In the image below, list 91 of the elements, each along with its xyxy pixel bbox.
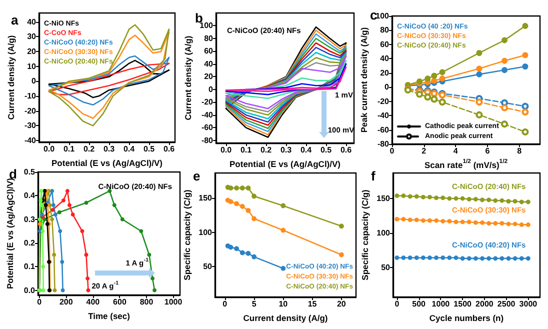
x-tick-label: 400	[86, 298, 100, 306]
x-tick-label: 8	[517, 146, 522, 156]
x-tick-label: 3000	[519, 300, 538, 308]
y-tick-label: 0.5	[24, 168, 36, 176]
y-tick-label: 60	[204, 46, 214, 56]
x-tick-label: 1000	[164, 298, 183, 306]
y-tick-label: 100	[198, 228, 213, 237]
chart-title: c	[370, 8, 378, 23]
x-tick-label: 2	[422, 146, 427, 156]
y-tick-label: 40	[27, 17, 37, 26]
y-tick-label: 80	[380, 26, 390, 35]
y-tick-label: -10	[24, 92, 37, 101]
y-tick-label: 100	[376, 12, 390, 20]
y-tick-label: 0.4	[24, 191, 36, 200]
x-tick-label: 1000	[432, 300, 450, 308]
y-tick-label: -40	[377, 111, 390, 120]
y-tick-label: -60	[201, 123, 214, 132]
y-tick-label: 50	[203, 262, 213, 271]
y-tick-label: -30	[24, 121, 37, 130]
y-tick-label: 30	[27, 32, 37, 42]
x-tick-label: 0.1	[63, 144, 76, 154]
x-tick-label: 0.3	[103, 144, 116, 154]
y-axis-title: Specific capacity (C/g)	[182, 189, 192, 280]
y-tick-label: 80	[204, 34, 214, 43]
y-tick-label: 0	[384, 82, 390, 92]
x-tick-label: 0.5	[320, 146, 332, 154]
y-tick-label: -20	[377, 96, 390, 106]
y-tick-label: -20	[24, 106, 37, 116]
y-tick-label: 20	[27, 47, 37, 56]
y-tick-label: -40	[201, 110, 214, 120]
y-tick-label: 40	[204, 59, 214, 68]
y-tick-label: 40	[380, 54, 390, 64]
x-tick-label: 20	[336, 300, 346, 308]
y-tick-label: -80	[201, 136, 214, 145]
x-tick-label: 0.4	[123, 144, 136, 154]
y-tick-label: -60	[377, 125, 390, 134]
y-tick-label: 0	[32, 76, 37, 86]
x-tick-label: 1500	[454, 300, 472, 308]
y-tick-label: 0.2	[24, 238, 36, 248]
x-tick-label: 15	[308, 300, 318, 308]
x-tick-label: 0.2	[83, 144, 96, 154]
y-tick-label: -40	[24, 136, 37, 146]
y-tick-label: 60	[380, 40, 390, 49]
chart-title: e	[193, 168, 200, 184]
y-axis-title: Specific capacity (C/g)	[360, 189, 370, 280]
y-tick-label: 0.0	[24, 286, 36, 295]
x-axis-title: Time (sec)	[88, 310, 130, 321]
x-tick-label: 0.1	[240, 146, 252, 154]
x-tick-label: 0.4	[300, 146, 312, 154]
x-tick-label: 800	[140, 298, 154, 306]
x-axis-title: Potential (E vs (Ag/AgCl)/V)	[230, 158, 341, 169]
x-tick-label: 0.0	[43, 144, 56, 154]
x-tick-label: 0.6	[163, 144, 176, 154]
y-tick-label: 150	[198, 194, 213, 203]
x-tick-label: 2500	[497, 300, 516, 308]
y-tick-label: 50	[381, 262, 391, 272]
y-tick-label: 20	[380, 68, 390, 78]
y-tick-label: -20	[201, 98, 214, 107]
y-tick-label: 150	[376, 194, 391, 203]
y-tick-label: 0.1	[24, 262, 36, 272]
chart-title: a	[11, 12, 19, 28]
y-tick-label: 0	[208, 84, 214, 94]
x-tick-label: 500	[412, 300, 426, 308]
x-tick-label: 0.6	[340, 146, 352, 154]
x-tick-label: 0.5	[143, 144, 156, 154]
y-axis-title: Current density (A/g)	[183, 36, 194, 120]
y-axis-title: Current density (A/g)	[6, 35, 16, 120]
x-tick-label: 2000	[476, 300, 494, 308]
y-tick-label: 20	[204, 72, 214, 82]
x-tick-label: 0.3	[280, 146, 292, 154]
y-tick-label: 10	[27, 62, 37, 71]
x-axis-title: Cycle numbers (n)	[429, 312, 504, 323]
x-tick-label: 0	[222, 300, 228, 308]
x-tick-label: 0.0	[220, 146, 232, 154]
x-tick-label: 0.2	[260, 146, 272, 154]
x-tick-label: 0	[394, 300, 400, 308]
y-tick-label: -80	[377, 140, 390, 148]
x-tick-label: 6	[485, 146, 490, 156]
y-axis-title: Peak current density (A/g)	[359, 27, 370, 133]
y-axis-title: Potential (E vs (Ag/AgCl)/V)	[5, 178, 16, 289]
y-tick-label: 100	[376, 228, 391, 238]
x-axis-title: Potential (E vs (Ag/AgCl)/V)	[52, 158, 163, 168]
y-tick-label: 0.3	[24, 214, 36, 224]
x-tick-label: 0	[37, 298, 42, 306]
x-tick-label: 600	[113, 298, 127, 306]
x-axis-title: Current density (A/g)	[243, 312, 328, 323]
x-tick-label: 5	[252, 300, 257, 308]
x-tick-label: 4	[453, 146, 458, 156]
chart-title: f	[371, 168, 376, 184]
x-tick-label: 10	[278, 300, 288, 308]
x-tick-label: 200	[59, 298, 74, 306]
